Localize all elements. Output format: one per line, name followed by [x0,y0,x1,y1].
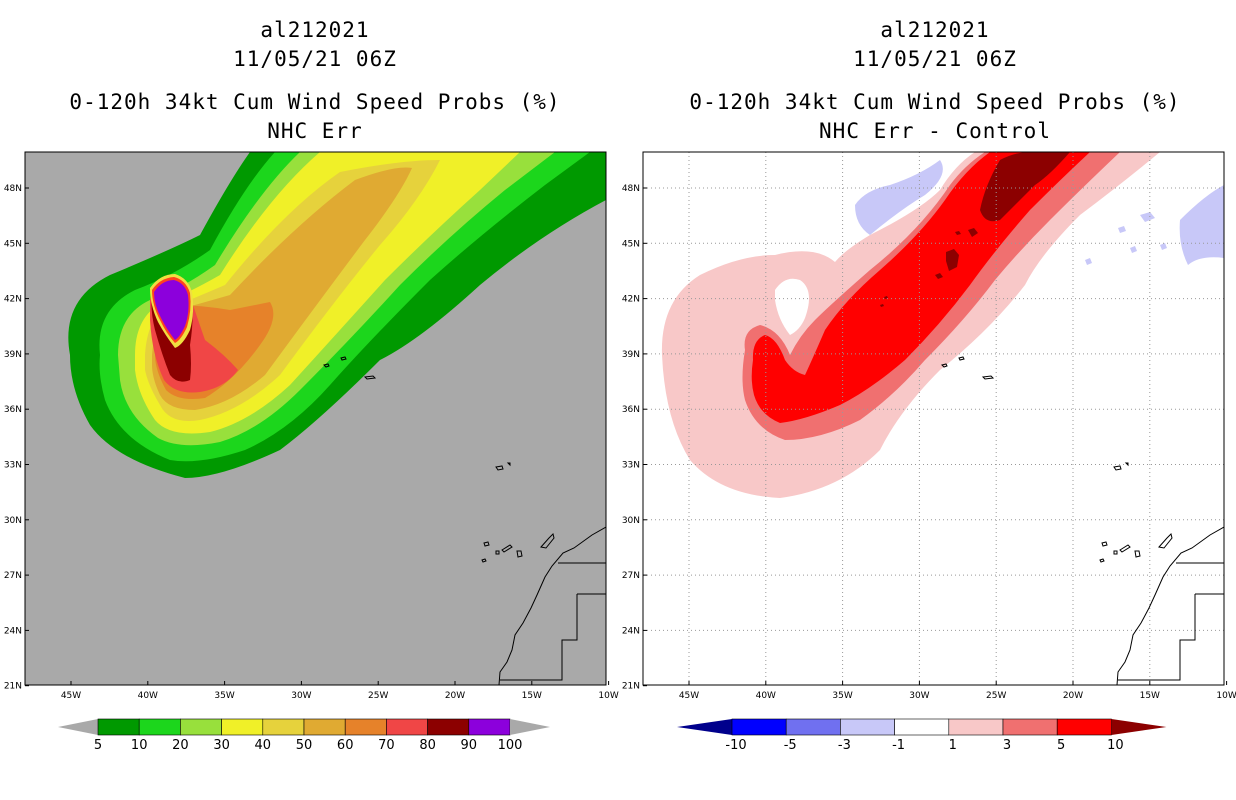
lon-tick-label: 20W [445,691,465,701]
storm-id: al212021 [260,18,370,42]
lat-tick-label: 33N [622,461,640,471]
colorbar-label: 40 [255,738,272,753]
lon-tick-label: 25W [368,691,388,701]
colorbar-box [894,718,950,736]
lon-tick-label: 15W [1140,691,1160,701]
colorbar-box [303,718,346,736]
colorbar-label: 5 [94,738,102,753]
colorbar-low-arrow [677,719,732,735]
left-panel-title: al212021 11/05/21 06Z 0-120h 34kt Cum Wi… [20,16,610,146]
lat-axis: 48N 45N 42N 39N 36N 33N 30N 27N 24N 21N [4,184,29,692]
lon-tick-label: 30W [909,691,929,701]
lon-tick-label: 10W [1216,691,1236,701]
colorbar-label: 5 [1057,738,1065,753]
lat-tick-label: 48N [622,184,640,194]
forecast-time: 11/05/21 06Z [853,47,1017,71]
product-name: 0-120h 34kt Cum Wind Speed Probs (%) [689,90,1181,114]
colorbar-label: -5 [784,738,797,753]
colorbar-label: -1 [892,738,905,753]
lat-tick-label: 21N [622,682,640,692]
lon-tick-label: 45W [679,691,699,701]
colorbar-label: 70 [378,738,395,753]
colorbar-box [468,718,511,736]
colorbar-box [97,718,140,736]
left-colorbar: 5 10 20 30 40 50 60 70 80 90 100 [58,718,550,753]
right-panel-title: al212021 11/05/21 06Z 0-120h 34kt Cum Wi… [640,16,1230,146]
lat-tick-label: 27N [622,571,640,581]
lon-axis: 45W 40W 35W 30W 25W 20W 15W 10W [679,681,1236,701]
colorbar-box [138,718,181,736]
colorbar-box [180,718,222,736]
colorbar-label: -3 [838,738,851,753]
storm-id: al212021 [880,18,990,42]
experiment-name: NHC Err [267,119,363,143]
lat-axis: 48N 45N 42N 39N 36N 33N 30N 27N 24N 21N [622,184,647,692]
lat-tick-label: 39N [622,350,640,360]
difference-contours [643,152,1224,685]
colorbar-low-arrow [58,719,98,735]
colorbar-label: 3 [1003,738,1011,753]
lon-tick-label: 15W [522,691,542,701]
colorbar-label: 10 [131,738,148,753]
lon-axis: 45W 40W 35W 30W 25W 20W 15W 10W [61,681,619,701]
lat-tick-label: 42N [4,295,22,305]
colorbar-label: 50 [296,738,313,753]
lon-tick-label: 10W [598,691,618,701]
colorbar-box [344,718,387,736]
lon-tick-label: 30W [291,691,311,701]
lat-tick-label: 21N [4,682,22,692]
lon-tick-label: 35W [832,691,852,701]
colorbar-high-arrow [1111,719,1167,735]
product-name: 0-120h 34kt Cum Wind Speed Probs (%) [69,90,561,114]
left-map: 48N 45N 42N 39N 36N 33N 30N 27N 24N 21N 45W 40W 35W… [4,151,619,701]
colorbar-box [427,718,470,736]
colorbar-label: 1 [949,738,957,753]
colorbar-label: -10 [725,738,746,753]
lat-tick-label: 36N [4,405,22,415]
colorbar-label: 90 [461,738,478,753]
right-map: 48N 45N 42N 39N 36N 33N 30N 27N 24N 21N 45W 40W 35W… [622,151,1236,701]
colorbar-label: 30 [213,738,230,753]
right-colorbar: -10 -5 -3 -1 1 3 5 10 [677,718,1167,753]
lat-tick-label: 48N [4,184,22,194]
colorbar-box [1056,718,1112,736]
colorbar-box [785,718,841,736]
lat-tick-label: 39N [4,350,22,360]
lat-tick-label: 30N [4,516,22,526]
lon-tick-label: 25W [986,691,1006,701]
lon-tick-label: 40W [756,691,776,701]
colorbar-label: 60 [337,738,354,753]
lat-tick-label: 33N [4,461,22,471]
lat-lon-grid [643,152,1224,685]
forecast-time: 11/05/21 06Z [233,47,397,71]
colorbar-box [386,718,428,736]
colorbar-box [1002,718,1058,736]
colorbar-label: 10 [1107,738,1124,753]
colorbar-box [262,718,305,736]
lat-tick-label: 27N [4,571,22,581]
colorbar-high-arrow [510,719,550,735]
colorbar-box [731,718,787,736]
lat-tick-label: 42N [622,295,640,305]
lat-tick-label: 30N [622,516,640,526]
colorbar-box [948,718,1004,736]
probability-contours [68,152,606,685]
colorbar-box [840,718,895,736]
lat-tick-label: 45N [622,239,640,249]
colorbar-label: 80 [419,738,436,753]
lat-tick-label: 24N [4,626,22,636]
colorbar-label: 100 [498,738,523,753]
lon-tick-label: 40W [138,691,158,701]
lat-tick-label: 24N [622,626,640,636]
colorbar-box [221,718,264,736]
lat-tick-label: 45N [4,239,22,249]
colorbar-label: 20 [172,738,189,753]
experiment-name: NHC Err - Control [819,119,1051,143]
lon-tick-label: 45W [61,691,81,701]
lon-tick-label: 35W [214,691,234,701]
lon-tick-label: 20W [1063,691,1083,701]
lat-tick-label: 36N [622,405,640,415]
